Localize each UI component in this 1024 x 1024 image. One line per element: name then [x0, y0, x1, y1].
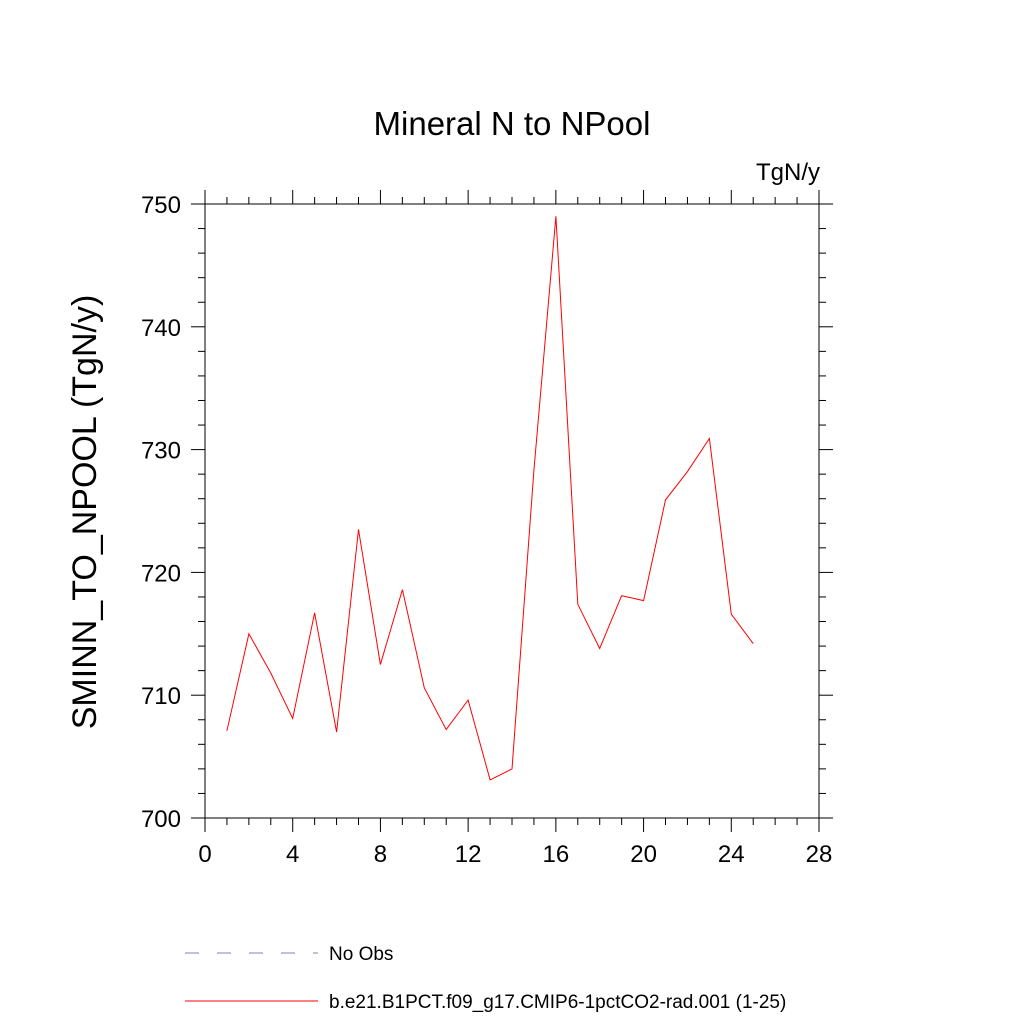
y-tick-label: 710	[141, 683, 181, 710]
x-tick-label: 16	[543, 841, 570, 868]
x-tick-label: 12	[455, 841, 482, 868]
y-tick-label: 700	[141, 806, 181, 833]
series-layer	[226, 216, 754, 781]
x-tick-label: 20	[630, 841, 657, 868]
y-axis-label: SMINN_TO_NPOOL (TgN/y)	[66, 295, 104, 730]
chart-title: Mineral N to NPool	[374, 105, 651, 142]
x-tick-label: 8	[374, 841, 387, 868]
series-line-0	[226, 216, 754, 781]
units-label: TgN/y	[756, 159, 820, 186]
plot-frame	[204, 203, 820, 819]
y-tick-label: 730	[141, 438, 181, 465]
legend-label-series: b.e21.B1PCT.f09_g17.CMIP6-1pctCO2-rad.00…	[329, 992, 786, 1013]
x-tick-label: 4	[286, 841, 299, 868]
x-tick-label: 0	[198, 841, 211, 868]
axis-ticks	[191, 190, 833, 832]
legend: No Obs b.e21.B1PCT.f09_g17.CMIP6-1pctCO2…	[185, 944, 786, 1013]
x-tick-label: 24	[718, 841, 745, 868]
legend-label-no-obs: No Obs	[329, 944, 393, 965]
x-tick-label: 28	[806, 841, 833, 868]
y-tick-label: 720	[141, 560, 181, 587]
y-tick-label: 740	[141, 315, 181, 342]
axis-tick-labels: 0 4 8 12 16 20 24 28 700 710 720 730 740 750	[141, 192, 832, 868]
y-tick-label: 750	[141, 192, 181, 219]
